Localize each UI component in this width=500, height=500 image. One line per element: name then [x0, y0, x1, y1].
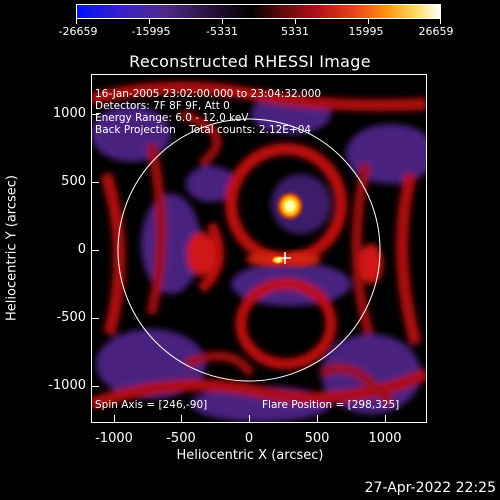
image-svg: [91, 74, 427, 423]
colorbar-label: -15995: [131, 25, 171, 38]
x-tick: [249, 415, 250, 423]
y-tick-label: 1000: [52, 106, 86, 121]
generation-date: 27-Apr-2022 22:25: [364, 480, 496, 496]
x-tick: [114, 415, 115, 423]
y-tick-label: -500: [56, 310, 86, 325]
plot-frame: [91, 74, 427, 423]
x-tick-label: 0: [244, 431, 254, 446]
info-detectors: Detectors: 7F 8F 9F, Att 0: [95, 100, 230, 112]
bright-source: [275, 190, 305, 222]
colorbar-label: -26659: [58, 25, 98, 38]
plot-title: Reconstructed RHESSI Image: [129, 52, 371, 71]
central-source: [246, 252, 321, 266]
colorbar: [76, 4, 441, 19]
y-tick: [91, 250, 99, 251]
info-method-counts: Back Projection Total counts: 2.12E+04: [95, 124, 312, 136]
y-tick-label: 0: [77, 242, 86, 257]
solar-limb: [117, 118, 381, 382]
colorbar-label: 26659: [418, 25, 454, 38]
y-tick: [91, 114, 99, 115]
colorbar-tick: [222, 19, 223, 24]
x-tick-label: -1000: [95, 431, 133, 446]
flare-position-marker: [279, 252, 291, 264]
x-tick-label: 1000: [368, 431, 402, 446]
rhessi-image: [91, 74, 427, 423]
colorbar-tick: [440, 19, 441, 24]
info-energy: Energy Range: 6.0 - 12.0 keV: [95, 112, 249, 124]
x-axis-label: Heliocentric X (arcsec): [176, 448, 324, 463]
y-tick: [91, 182, 99, 183]
fringe-pattern: [91, 81, 427, 422]
colorbar-label: -5331: [206, 25, 238, 38]
colorbar-tick: [295, 19, 296, 24]
colorbar-tick: [76, 19, 77, 24]
y-tick: [91, 386, 99, 387]
info-time: 16-Jan-2005 23:02:00.000 to 23:04:32.000: [95, 88, 322, 100]
y-tick-label: 500: [61, 174, 86, 189]
x-tick: [385, 415, 386, 423]
y-tick-label: -1000: [48, 378, 86, 393]
y-tick: [91, 318, 99, 319]
x-tick: [317, 415, 318, 423]
x-tick-label: 500: [304, 431, 330, 446]
colorbar-tick: [368, 19, 369, 24]
info-spin-axis: Spin Axis = [246,-90]: [95, 399, 208, 411]
info-flare-position: Flare Position = [298,325]: [262, 399, 400, 411]
x-tick-label: -500: [166, 431, 196, 446]
y-axis-label: Heliocentric Y (arcsec): [4, 175, 20, 321]
colorbar-label: 15995: [348, 25, 384, 38]
colorbar-tick: [149, 19, 150, 24]
x-tick: [181, 415, 182, 423]
colorbar-label: 5331: [281, 25, 309, 38]
